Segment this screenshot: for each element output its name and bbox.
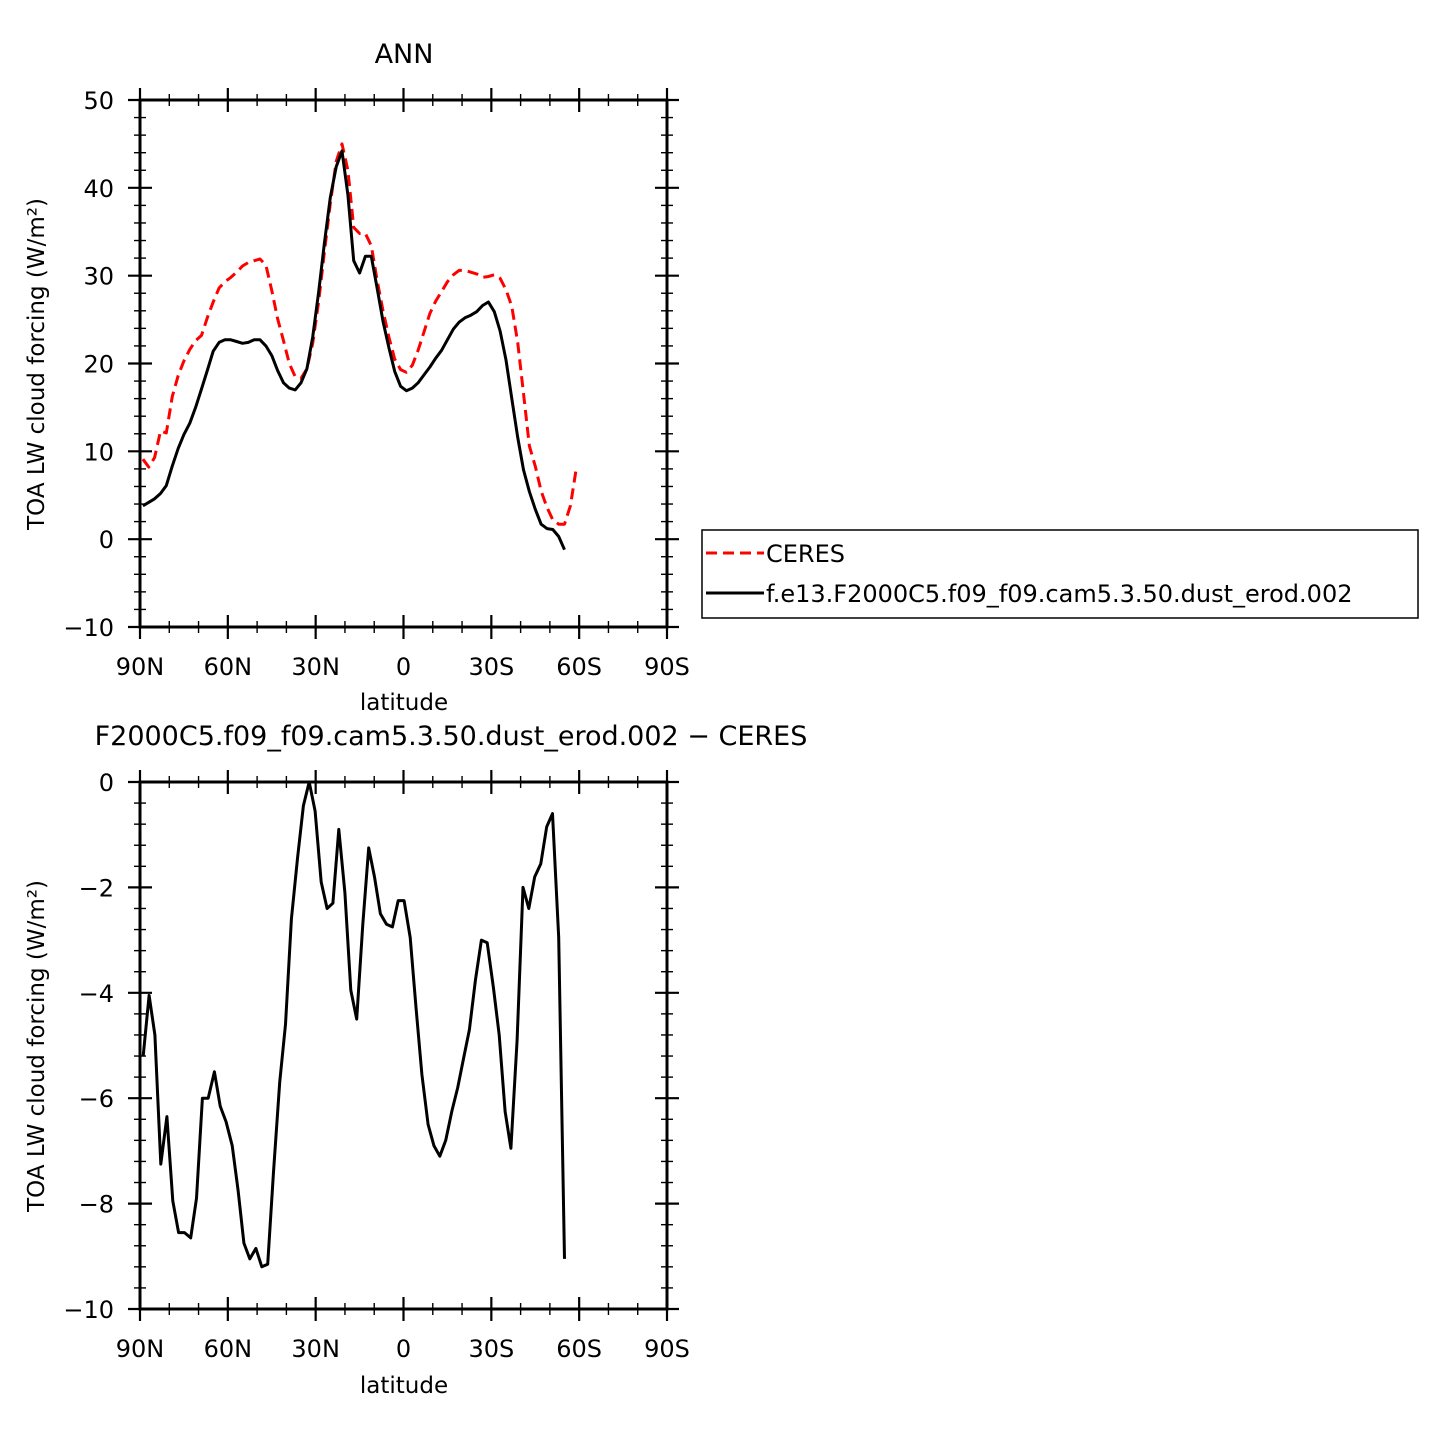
y-tick-label: 50: [83, 87, 114, 115]
x-tick-label: 90N: [116, 1335, 165, 1363]
top-panel: ANN 50 40 30 20 10 0 −10 90N 60N 30N 0 30S 60S 90S l…: [24, 39, 1419, 716]
x-tick-label: 90N: [116, 653, 165, 681]
series-line-model: [141, 780, 566, 1269]
x-tick-label: 60N: [204, 1335, 253, 1363]
y-tick-label: 30: [83, 263, 114, 291]
bottom-x-tick-labels: 90N 60N 30N 0 30S 60S 90S: [116, 1335, 690, 1363]
x-tick-label: 60N: [204, 653, 253, 681]
x-tick-label: 30S: [468, 1335, 514, 1363]
bottom-chart-title: F2000C5.f09_f09.cam5.3.50.dust_erod.002 …: [95, 721, 808, 752]
legend-box: [701, 529, 1419, 619]
x-tick-label: 30N: [291, 653, 340, 681]
x-tick-label: 30N: [291, 1335, 340, 1363]
x-tick-label: 60S: [556, 653, 602, 681]
y-tick-label: 40: [83, 175, 114, 203]
x-tick-label: 30S: [468, 653, 514, 681]
bottom-y-tick-labels: 0 −2 −4 −6 −8 −10: [63, 769, 114, 1324]
bottom-x-axis-title: latitude: [360, 1373, 448, 1399]
bottom-plot-area: [128, 770, 679, 1321]
y-tick-label: −2: [79, 874, 114, 902]
bottom-ticks: [128, 770, 679, 1321]
top-y-tick-labels: 50 40 30 20 10 0 −10: [63, 87, 114, 642]
top-series-lines: [141, 142, 578, 551]
top-x-axis-title: latitude: [360, 690, 448, 716]
x-tick-label: 90S: [644, 653, 690, 681]
x-tick-label: 60S: [556, 1335, 602, 1363]
top-plot-frame: [138, 98, 669, 629]
bottom-y-axis-title: TOA LW cloud forcing (W/m²): [24, 880, 50, 1213]
series-line-ceres: [141, 142, 578, 526]
top-chart-title: ANN: [375, 39, 434, 70]
top-ticks: [128, 88, 679, 639]
y-tick-label: 10: [83, 438, 114, 466]
x-tick-label: 90S: [644, 1335, 690, 1363]
y-tick-label: −4: [79, 980, 114, 1008]
bottom-plot-frame: [138, 780, 669, 1311]
x-tick-label: 0: [396, 1335, 411, 1363]
y-tick-label: −8: [79, 1191, 114, 1219]
y-tick-label: −10: [63, 1296, 114, 1324]
series-line-model: [142, 149, 566, 551]
y-tick-label: −10: [63, 614, 114, 642]
bottom-series-lines: [141, 780, 566, 1269]
top-y-axis-title: TOA LW cloud forcing (W/m²): [24, 198, 50, 531]
x-tick-label: 0: [396, 653, 411, 681]
y-tick-label: 0: [99, 769, 114, 797]
top-plot-area: [128, 88, 679, 639]
y-tick-label: 0: [99, 526, 114, 554]
legend-label-ceres: CERES: [766, 540, 845, 568]
y-tick-label: −6: [79, 1085, 114, 1113]
y-tick-label: 20: [83, 351, 114, 379]
bottom-panel: F2000C5.f09_f09.cam5.3.50.dust_erod.002 …: [24, 721, 807, 1399]
legend: CERES f.e13.F2000C5.f09_f09.cam5.3.50.du…: [701, 529, 1419, 619]
legend-label-model: f.e13.F2000C5.f09_f09.cam5.3.50.dust_ero…: [766, 580, 1352, 608]
top-x-tick-labels: 90N 60N 30N 0 30S 60S 90S: [116, 653, 690, 681]
